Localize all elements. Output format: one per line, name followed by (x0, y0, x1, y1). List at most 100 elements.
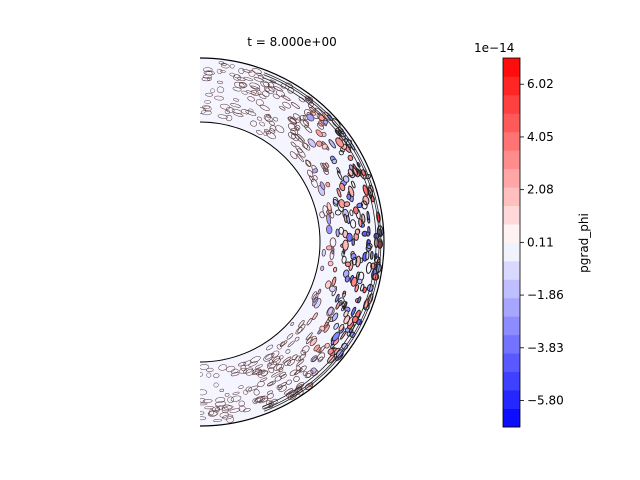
contour-blob (294, 336, 300, 342)
contour-blob (205, 92, 214, 97)
contour-blob (243, 360, 252, 366)
contour-blob (317, 356, 324, 363)
contour-blob (286, 333, 294, 340)
contour-blob (238, 385, 244, 389)
contour-blob (220, 63, 230, 69)
contour-blob (342, 239, 349, 251)
contour-blob (316, 140, 323, 147)
contour-blob (278, 355, 284, 360)
colorbar-offset-text: 1e−14 (474, 41, 514, 55)
contour-blob (200, 397, 206, 403)
contour-blob (254, 396, 264, 403)
contour-blob (252, 369, 262, 375)
contour-blob (336, 187, 342, 198)
contour-line (264, 72, 382, 412)
contour-blob (366, 242, 373, 250)
contour-blob (356, 278, 363, 285)
contour-blob (203, 105, 212, 112)
contour-blob (207, 410, 218, 417)
contour-blob (219, 388, 225, 392)
contour-blob (350, 276, 358, 287)
contour-blob (284, 388, 293, 395)
contour-blob (354, 228, 360, 235)
contour-blob (242, 69, 252, 73)
contour-blob (232, 391, 240, 395)
contour-blob (238, 82, 247, 89)
contour-blob (264, 128, 271, 135)
contour-blob (280, 341, 285, 346)
contour-blob (312, 168, 318, 174)
contour-blob (200, 389, 208, 396)
contour-blob (350, 219, 357, 229)
contour-blob (346, 232, 353, 242)
contour-blob (324, 316, 332, 327)
contour-blob (278, 367, 284, 372)
contour-blob (310, 367, 317, 374)
contour-blob (267, 362, 273, 367)
contour-blob (239, 367, 247, 374)
contour-blob (216, 80, 224, 84)
contour-blob (215, 397, 226, 403)
contour-blob (338, 150, 345, 156)
contour-blob (268, 366, 275, 374)
contour-blob (296, 133, 305, 142)
contour-blob (358, 218, 363, 228)
contour-blob (263, 82, 270, 88)
contour-blob (217, 114, 228, 119)
contour-blob (287, 123, 297, 132)
contour-blob (331, 158, 338, 165)
colorbar-band (503, 408, 520, 428)
contour-blob (251, 68, 262, 74)
contour-blob (325, 162, 330, 168)
contour-blob (265, 353, 275, 360)
colorbar-band (503, 58, 520, 77)
chart-title: t = 8.000e+00 (247, 35, 336, 49)
contour-blob (347, 168, 354, 177)
contour-blob (238, 67, 245, 74)
contour-blob (200, 364, 209, 370)
colorbar-band (503, 371, 520, 391)
contour-blob (205, 71, 213, 76)
contour-blob (269, 125, 277, 132)
contour-blob (273, 85, 283, 92)
contour-blob (200, 107, 206, 114)
contour-blob (256, 116, 263, 121)
contour-blob (206, 372, 212, 378)
contour-blob (214, 95, 224, 101)
contour-blob (328, 139, 336, 149)
contour-blob (361, 213, 366, 223)
contour-blob (336, 167, 341, 174)
contour-blob (317, 122, 324, 130)
contour-blob (226, 416, 235, 423)
contour-blob (298, 353, 307, 361)
contour-blob (360, 283, 365, 292)
contour-blob (279, 340, 288, 347)
contour-blob (247, 385, 259, 391)
annulus-plot (199, 57, 385, 427)
contour-blob (302, 371, 308, 376)
contour-blob (346, 215, 351, 225)
contour-blob (268, 120, 275, 126)
shell-background (200, 58, 384, 426)
contour-blob (310, 178, 318, 188)
contour-blob (344, 327, 351, 333)
contour-blob (299, 114, 306, 122)
contour-blob (267, 393, 274, 399)
contour-blob (326, 245, 333, 251)
contour-blob (250, 120, 257, 127)
contour-blob (202, 399, 213, 403)
colorbar-tick-label: −3.83 (527, 341, 564, 355)
contour-blob (366, 231, 370, 237)
contour-blob (260, 80, 270, 88)
contour-blob (326, 202, 332, 212)
contour-blob (250, 85, 261, 91)
contour-blob (319, 181, 326, 190)
contour-blob (317, 329, 322, 335)
contour-blob (245, 90, 257, 95)
contour-blob (354, 284, 360, 293)
contour-blob (242, 367, 254, 374)
contour-blob (332, 331, 340, 342)
contour-blob (282, 356, 292, 364)
contour-blob (225, 107, 235, 113)
contour-blob (282, 101, 291, 109)
